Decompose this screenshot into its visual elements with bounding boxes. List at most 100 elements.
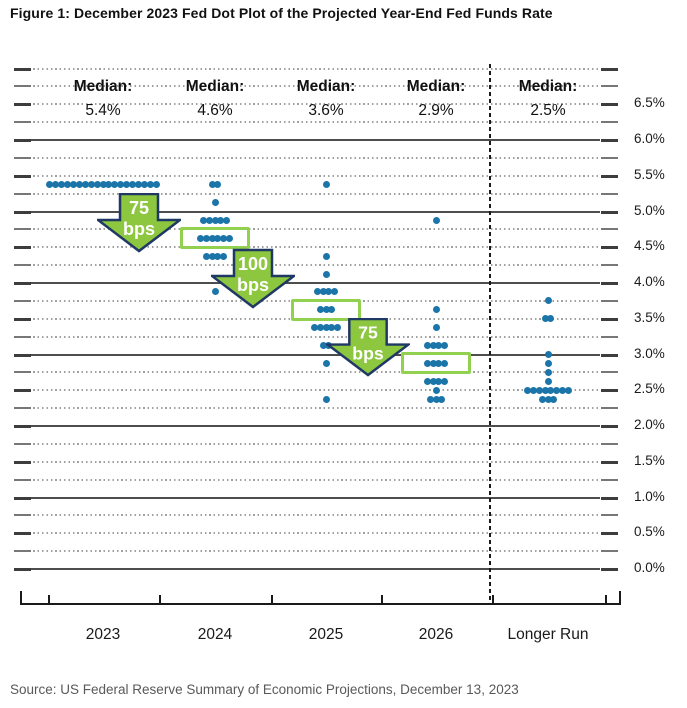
dot	[322, 252, 330, 260]
dot	[313, 288, 321, 296]
dot	[328, 324, 336, 332]
median-value: 5.4%	[85, 102, 121, 119]
dot	[208, 252, 216, 260]
left-tick	[14, 496, 31, 500]
dot	[105, 181, 113, 189]
dot	[223, 216, 231, 224]
dot	[146, 181, 154, 189]
right-tick	[601, 103, 618, 107]
dot	[214, 252, 222, 260]
median-label: Median:	[406, 78, 466, 95]
right-tick	[601, 442, 618, 445]
x-axis-end-tick	[20, 591, 22, 603]
dot	[541, 386, 549, 394]
right-tick	[601, 67, 618, 71]
dot	[322, 306, 330, 314]
gridline	[20, 568, 600, 570]
median-value: 2.5%	[530, 102, 566, 119]
dot	[550, 395, 558, 403]
gridline	[20, 425, 600, 427]
gridline	[20, 121, 600, 124]
left-tick	[14, 335, 31, 338]
y-axis-label: 0.0%	[634, 560, 665, 575]
dot	[441, 359, 449, 367]
left-tick	[14, 550, 31, 553]
median-label: Median:	[518, 78, 578, 95]
y-axis-label: 5.0%	[634, 202, 665, 218]
dot	[211, 288, 219, 296]
left-tick	[14, 532, 31, 536]
left-tick	[14, 317, 31, 321]
right-tick	[601, 246, 618, 250]
right-tick	[601, 478, 618, 481]
dot	[544, 297, 552, 305]
figure-title: Figure 1: December 2023 Fed Dot Plot of …	[10, 5, 553, 21]
left-tick	[14, 264, 31, 267]
dot	[58, 181, 66, 189]
left-tick	[14, 228, 31, 231]
right-tick	[601, 192, 618, 195]
dot	[129, 181, 136, 189]
gridline	[20, 442, 600, 445]
dot	[205, 216, 213, 224]
y-axis-label: 3.0%	[634, 345, 665, 361]
dot	[547, 386, 555, 394]
y-axis-label: 2.0%	[634, 417, 665, 432]
dot	[322, 324, 330, 332]
dot	[111, 181, 119, 189]
gridline	[20, 407, 600, 410]
left-tick	[14, 389, 31, 393]
left-tick	[14, 371, 31, 374]
gridline	[20, 139, 600, 141]
gridline	[20, 85, 600, 88]
dot	[87, 181, 95, 189]
median-label: Median:	[185, 78, 245, 95]
dot	[429, 377, 437, 385]
left-tick	[14, 282, 31, 285]
y-axis-label: 0.5%	[634, 524, 665, 540]
dot	[544, 395, 552, 403]
right-tick	[601, 389, 618, 393]
y-axis-label: 2.5%	[634, 381, 665, 397]
year-label: 2025	[308, 626, 344, 643]
year-label: Longer Run	[507, 626, 589, 643]
x-axis-tick	[271, 595, 273, 603]
dot	[432, 306, 440, 314]
dot	[316, 306, 324, 314]
dot	[75, 181, 83, 189]
dot	[202, 252, 210, 260]
dot	[319, 342, 327, 350]
svg-text:bps: bps	[123, 219, 155, 239]
dot	[322, 270, 330, 278]
right-tick	[601, 228, 618, 231]
dot	[226, 234, 234, 242]
right-tick	[601, 121, 618, 124]
svg-text:bps: bps	[352, 343, 384, 363]
dot	[547, 315, 555, 323]
right-tick	[601, 299, 618, 302]
dot	[319, 288, 327, 296]
right-tick	[601, 460, 618, 464]
right-tick	[601, 425, 618, 428]
x-axis-tick	[492, 595, 494, 603]
x-axis-tick	[159, 595, 161, 603]
gridline	[20, 246, 600, 249]
dot	[544, 359, 552, 367]
gridline	[20, 335, 600, 338]
median-value: 3.6%	[308, 102, 344, 119]
dot	[208, 234, 216, 242]
dot	[423, 342, 431, 350]
left-tick	[14, 460, 31, 464]
dot	[196, 234, 204, 242]
dot	[544, 377, 552, 385]
gridline	[20, 460, 600, 463]
longer-run-separator	[489, 64, 491, 604]
right-tick	[601, 550, 618, 553]
right-tick	[601, 264, 618, 267]
right-tick	[601, 353, 618, 357]
gridline	[20, 67, 600, 70]
dot	[134, 181, 142, 189]
gridline	[20, 532, 600, 535]
